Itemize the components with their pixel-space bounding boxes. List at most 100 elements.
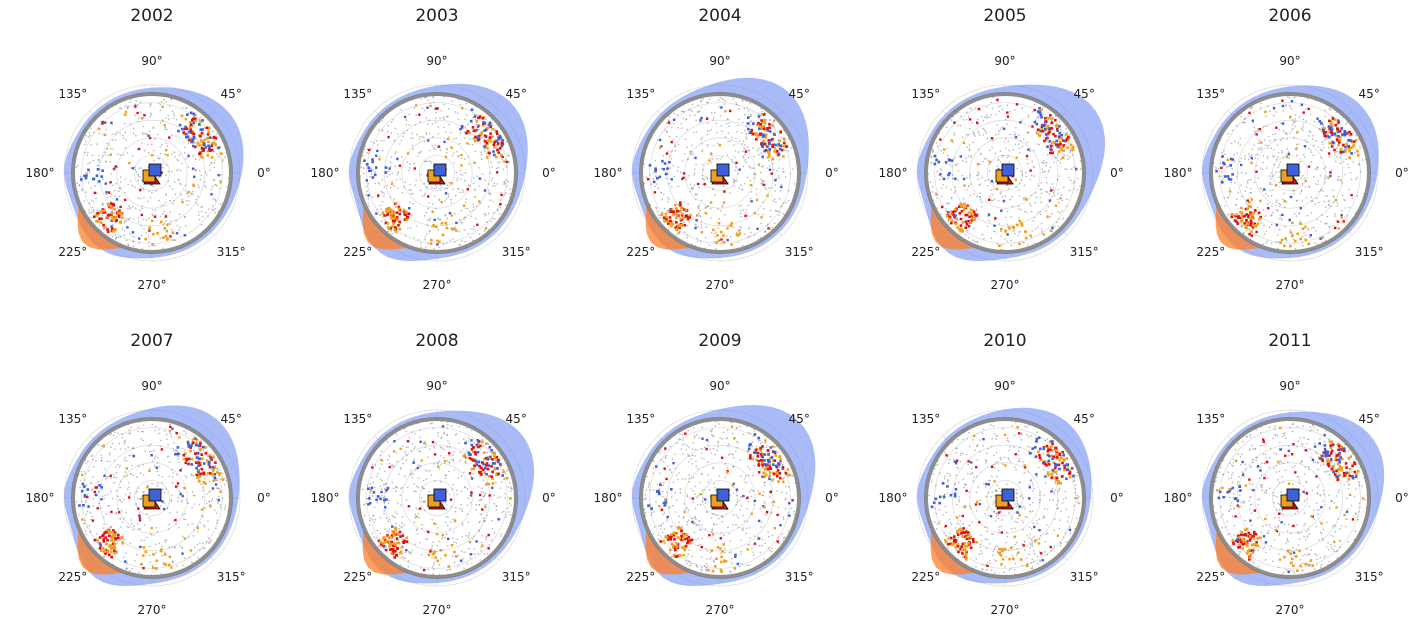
- scatter-point: [1044, 137, 1048, 140]
- scatter-point: [1344, 145, 1347, 149]
- background-point: [182, 447, 184, 450]
- background-point: [1340, 153, 1343, 156]
- background-point: [142, 189, 145, 192]
- background-point: [739, 209, 742, 212]
- background-point: [124, 471, 126, 473]
- scatter-point: [503, 160, 506, 163]
- background-point: [200, 440, 202, 442]
- background-point: [694, 223, 697, 226]
- scatter-point: [729, 224, 733, 228]
- background-point: [787, 149, 790, 152]
- background-point: [84, 519, 86, 522]
- scatter-point: [198, 444, 202, 447]
- background-point: [657, 187, 660, 189]
- background-point: [1023, 199, 1025, 201]
- background-point: [1257, 148, 1260, 151]
- background-point: [1282, 157, 1285, 159]
- background-point: [983, 158, 986, 160]
- background-point: [161, 545, 164, 548]
- background-point: [1312, 154, 1315, 157]
- background-point: [1315, 197, 1318, 199]
- background-point: [1079, 185, 1081, 187]
- scatter-point: [1250, 156, 1253, 160]
- background-point: [499, 199, 502, 201]
- background-point: [467, 123, 469, 126]
- scatter-point: [217, 174, 220, 177]
- background-point: [1326, 195, 1329, 197]
- background-point: [714, 194, 716, 196]
- background-point: [1059, 161, 1062, 164]
- background-point: [930, 162, 932, 164]
- background-point: [447, 193, 450, 196]
- background-point: [1018, 208, 1020, 210]
- scatter-point: [1057, 143, 1060, 147]
- background-point: [200, 206, 202, 208]
- background-point: [686, 128, 689, 131]
- background-point: [1258, 147, 1261, 149]
- background-point: [164, 126, 167, 129]
- background-point: [981, 115, 983, 118]
- angle-tick-label: 315°: [1070, 245, 1099, 259]
- scatter-point: [479, 133, 482, 136]
- background-point: [149, 196, 152, 199]
- background-point: [177, 159, 179, 162]
- background-point: [742, 165, 745, 168]
- background-point: [391, 172, 394, 175]
- background-point: [90, 216, 92, 219]
- background-point: [116, 153, 119, 156]
- background-point: [982, 119, 985, 122]
- scatter-point: [107, 530, 111, 533]
- background-point: [84, 472, 87, 475]
- scatter-point: [1296, 131, 1299, 134]
- scatter-point: [675, 216, 678, 220]
- background-point: [1326, 215, 1329, 218]
- scatter-point: [377, 194, 380, 197]
- scatter-point: [208, 460, 211, 464]
- background-point: [770, 209, 772, 212]
- background-point: [682, 117, 685, 120]
- scatter-point: [98, 484, 101, 487]
- scatter-point: [1250, 221, 1253, 225]
- scatter-point: [396, 157, 399, 161]
- background-point: [468, 532, 471, 534]
- background-point: [972, 131, 975, 133]
- background-point: [1287, 151, 1290, 153]
- scatter-point: [705, 117, 709, 120]
- background-point: [778, 197, 781, 200]
- background-point: [444, 200, 446, 202]
- scatter-point: [134, 105, 137, 108]
- background-point: [213, 179, 215, 182]
- background-point: [1227, 213, 1230, 215]
- background-point: [985, 114, 988, 116]
- background-point: [956, 163, 959, 165]
- scatter-point: [384, 166, 388, 169]
- background-point: [142, 474, 145, 476]
- background-point: [177, 455, 180, 458]
- background-point: [1006, 104, 1009, 107]
- background-point: [92, 159, 95, 162]
- scatter-point: [212, 479, 215, 483]
- background-point: [1299, 171, 1301, 173]
- background-point: [1361, 159, 1364, 161]
- background-point: [114, 133, 117, 135]
- scatter-point: [1230, 215, 1234, 219]
- scatter-point: [944, 161, 948, 164]
- background-point: [464, 171, 467, 174]
- background-point: [103, 523, 105, 525]
- scatter-point: [1072, 145, 1075, 149]
- background-point: [390, 230, 393, 232]
- background-point: [167, 443, 169, 446]
- background-point: [135, 99, 137, 102]
- background-point: [759, 236, 762, 239]
- scatter-point: [761, 155, 764, 158]
- background-point: [78, 184, 81, 187]
- background-point: [184, 512, 186, 515]
- background-point: [1294, 117, 1296, 120]
- background-point: [420, 98, 422, 100]
- background-point: [1256, 153, 1259, 156]
- background-point: [508, 511, 510, 513]
- background-point: [159, 104, 162, 106]
- background-point: [148, 245, 151, 248]
- background-point: [1054, 225, 1056, 228]
- background-point: [1259, 107, 1262, 109]
